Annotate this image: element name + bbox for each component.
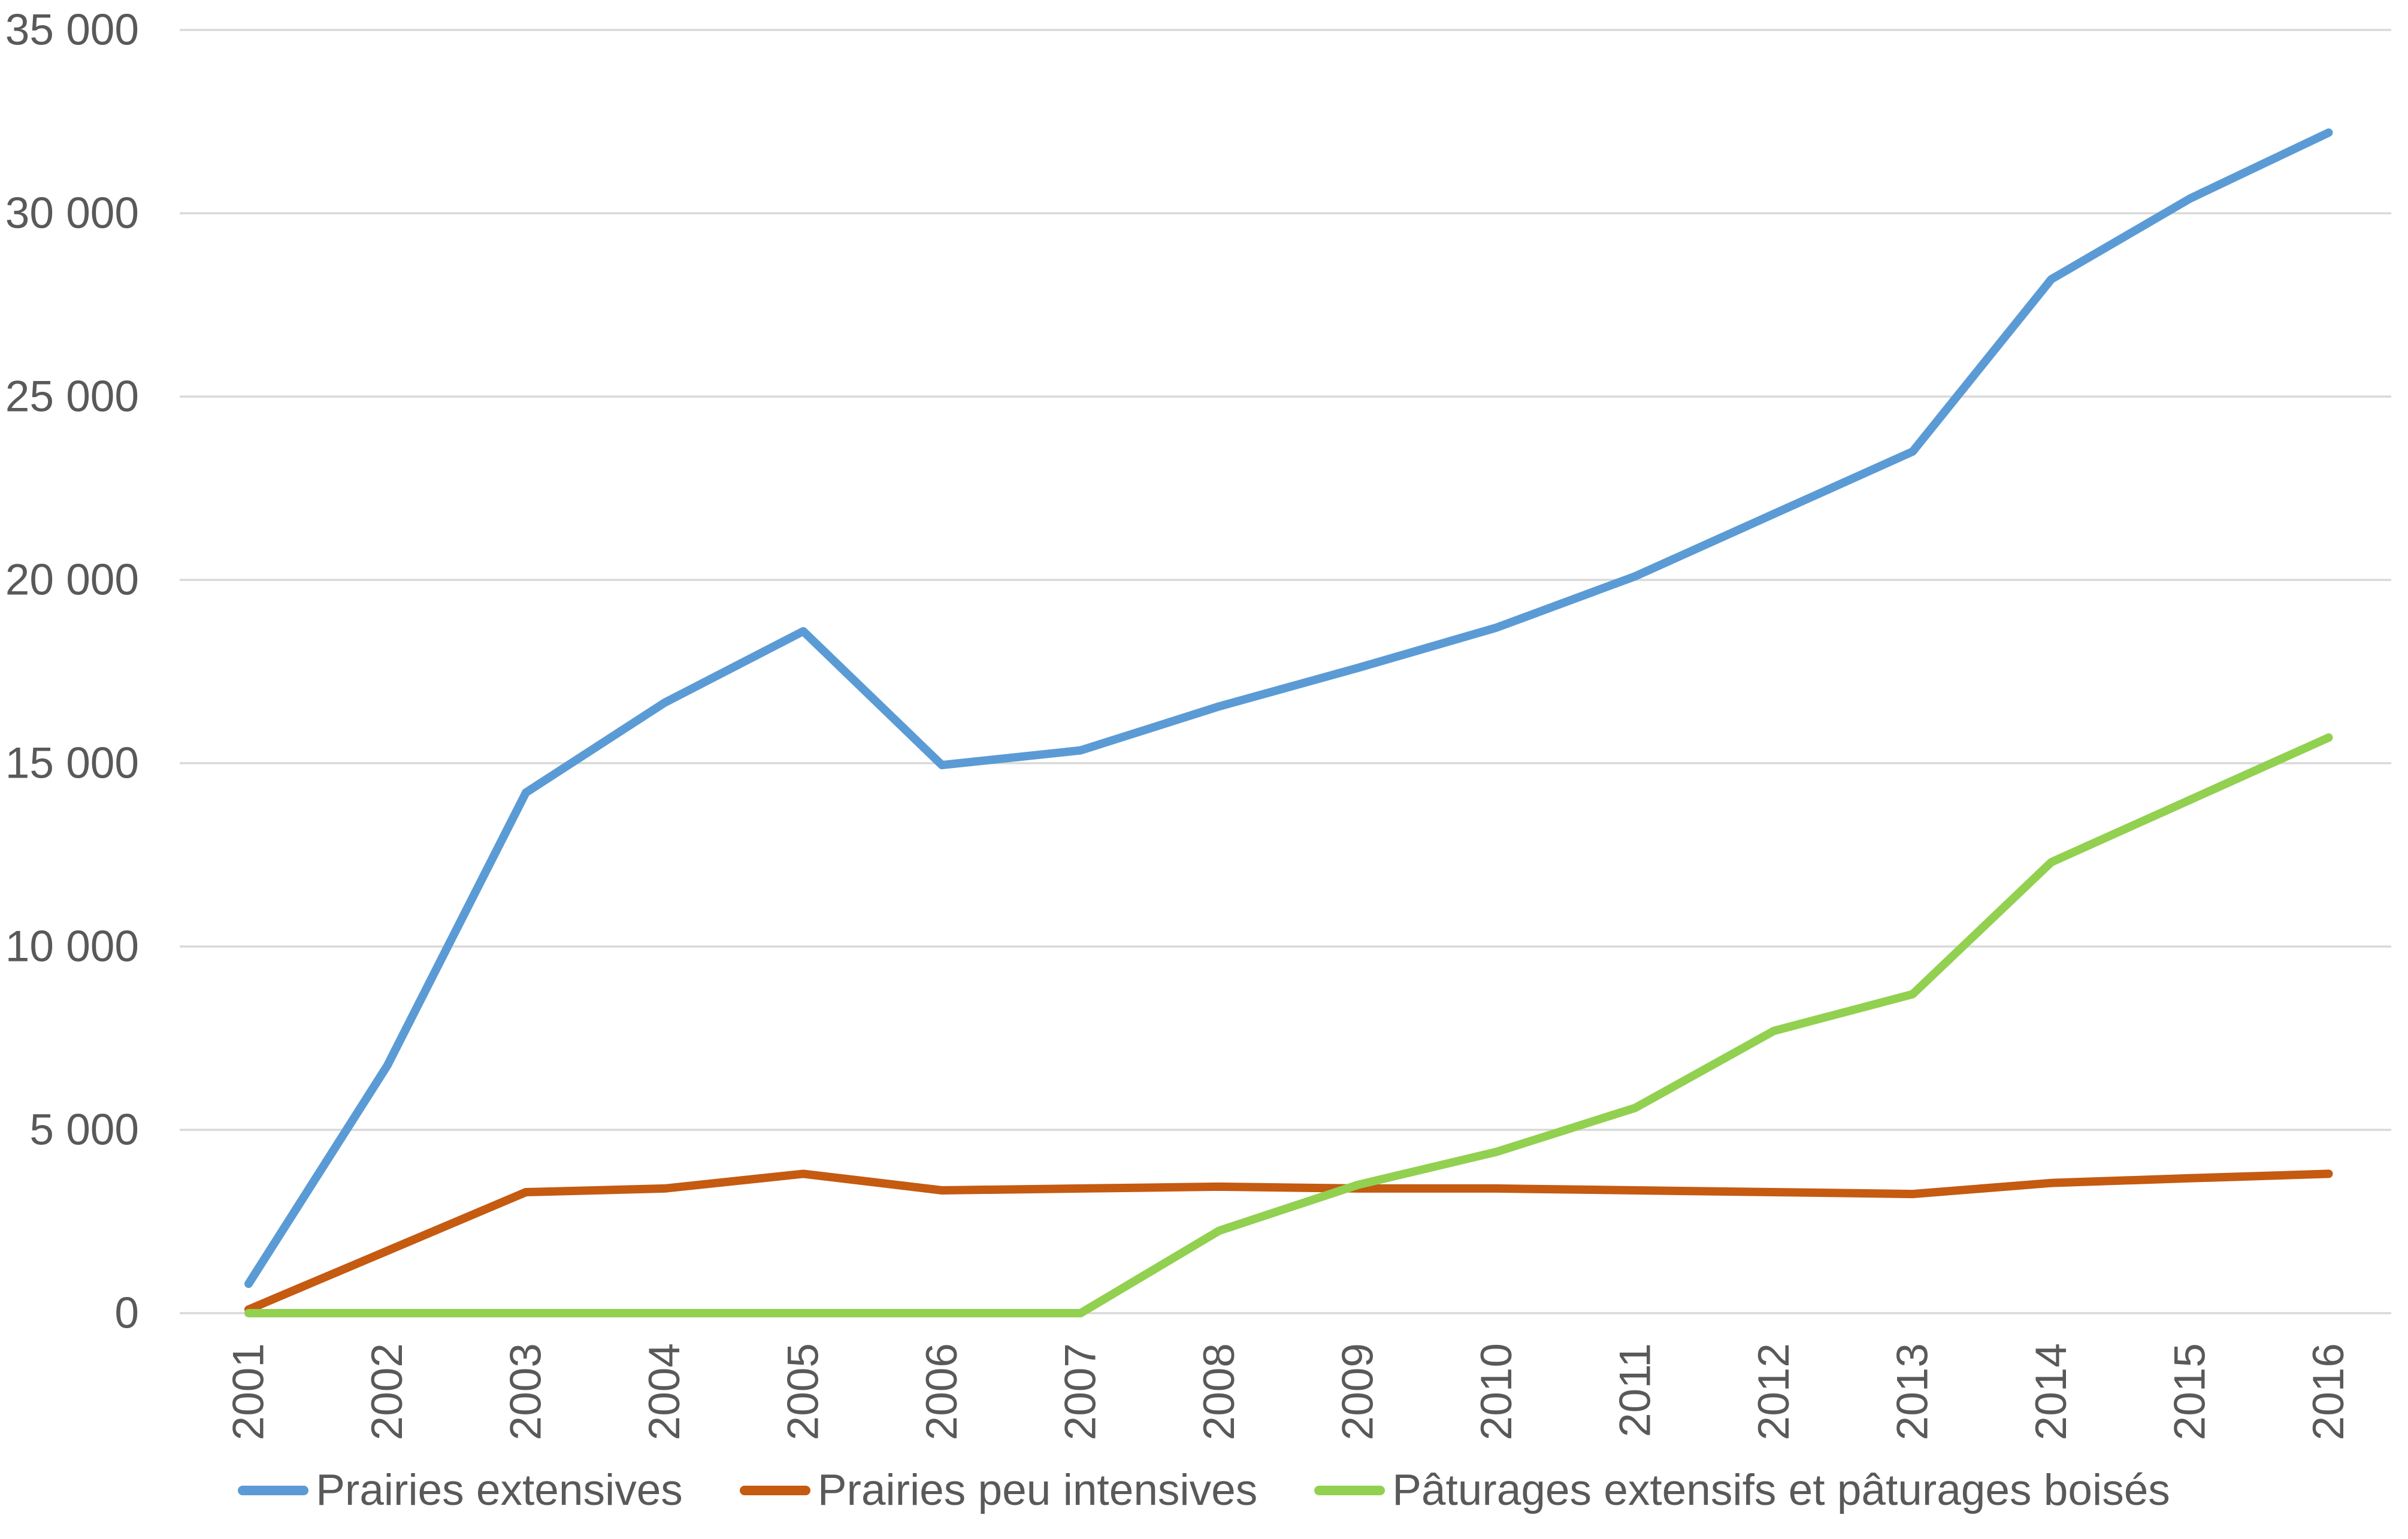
legend-item-prairies-extensives: Prairies extensives [238, 1466, 683, 1514]
y-axis-tick-label: 20 000 [5, 556, 139, 604]
series-line-prairies-peu-intensives [244, 1169, 2333, 1314]
x-axis-tick-label: 2001 [225, 1343, 273, 1440]
x-axis-tick-label: 2014 [2027, 1343, 2076, 1440]
legend-line-swatch-icon [238, 1486, 309, 1496]
x-axis-tick-label: 2009 [1334, 1343, 1383, 1440]
x-axis-tick-label: 2013 [1889, 1343, 1937, 1440]
x-axis-tick-label: 2012 [1750, 1343, 1798, 1440]
legend-label: Prairies peu intensives [817, 1466, 1258, 1514]
x-axis-tick-label: 2011 [1611, 1343, 1660, 1437]
legend-label: Pâturages extensifs et pâturages boisés [1392, 1466, 2170, 1514]
legend-line-swatch-icon [1314, 1486, 1385, 1496]
x-axis-tick-label: 2006 [918, 1343, 966, 1440]
legend-line-swatch-icon [739, 1486, 810, 1496]
y-axis-tick-label: 25 000 [5, 373, 139, 421]
x-axis-tick-label: 2010 [1472, 1343, 1521, 1440]
legend-item-prairies-peu-intensives: Prairies peu intensives [739, 1466, 1258, 1514]
x-axis-tick-label: 2008 [1195, 1343, 1244, 1440]
x-axis-tick-label: 2016 [2304, 1343, 2353, 1440]
series-line-p-turages-extensifs-et-p-turages-bois-s [244, 733, 2333, 1317]
y-axis-tick-label: 5 000 [29, 1106, 139, 1154]
legend-item-p-turages-extensifs-et-p-turages-bois-s: Pâturages extensifs et pâturages boisés [1314, 1466, 2170, 1514]
x-axis-tick-label: 2015 [2166, 1343, 2215, 1440]
series-line-prairies-extensives [244, 128, 2333, 1288]
y-axis-tick-label: 15 000 [5, 739, 139, 788]
chart-legend: Prairies extensives Prairies peu intensiv… [0, 1466, 2408, 1514]
y-axis-tick-label: 0 [114, 1289, 139, 1338]
x-axis-tick-label: 2007 [1057, 1343, 1105, 1440]
x-axis-tick-label: 2002 [363, 1343, 412, 1440]
x-axis-tick-label: 2004 [640, 1343, 689, 1440]
y-axis-tick-label: 35 000 [5, 6, 139, 55]
y-axis-tick-label: 30 000 [5, 189, 139, 238]
y-axis-tick-label: 10 000 [5, 923, 139, 971]
x-axis-tick-label: 2003 [502, 1343, 550, 1440]
legend-label: Prairies extensives [316, 1466, 683, 1514]
x-axis-tick-label: 2005 [779, 1343, 828, 1440]
